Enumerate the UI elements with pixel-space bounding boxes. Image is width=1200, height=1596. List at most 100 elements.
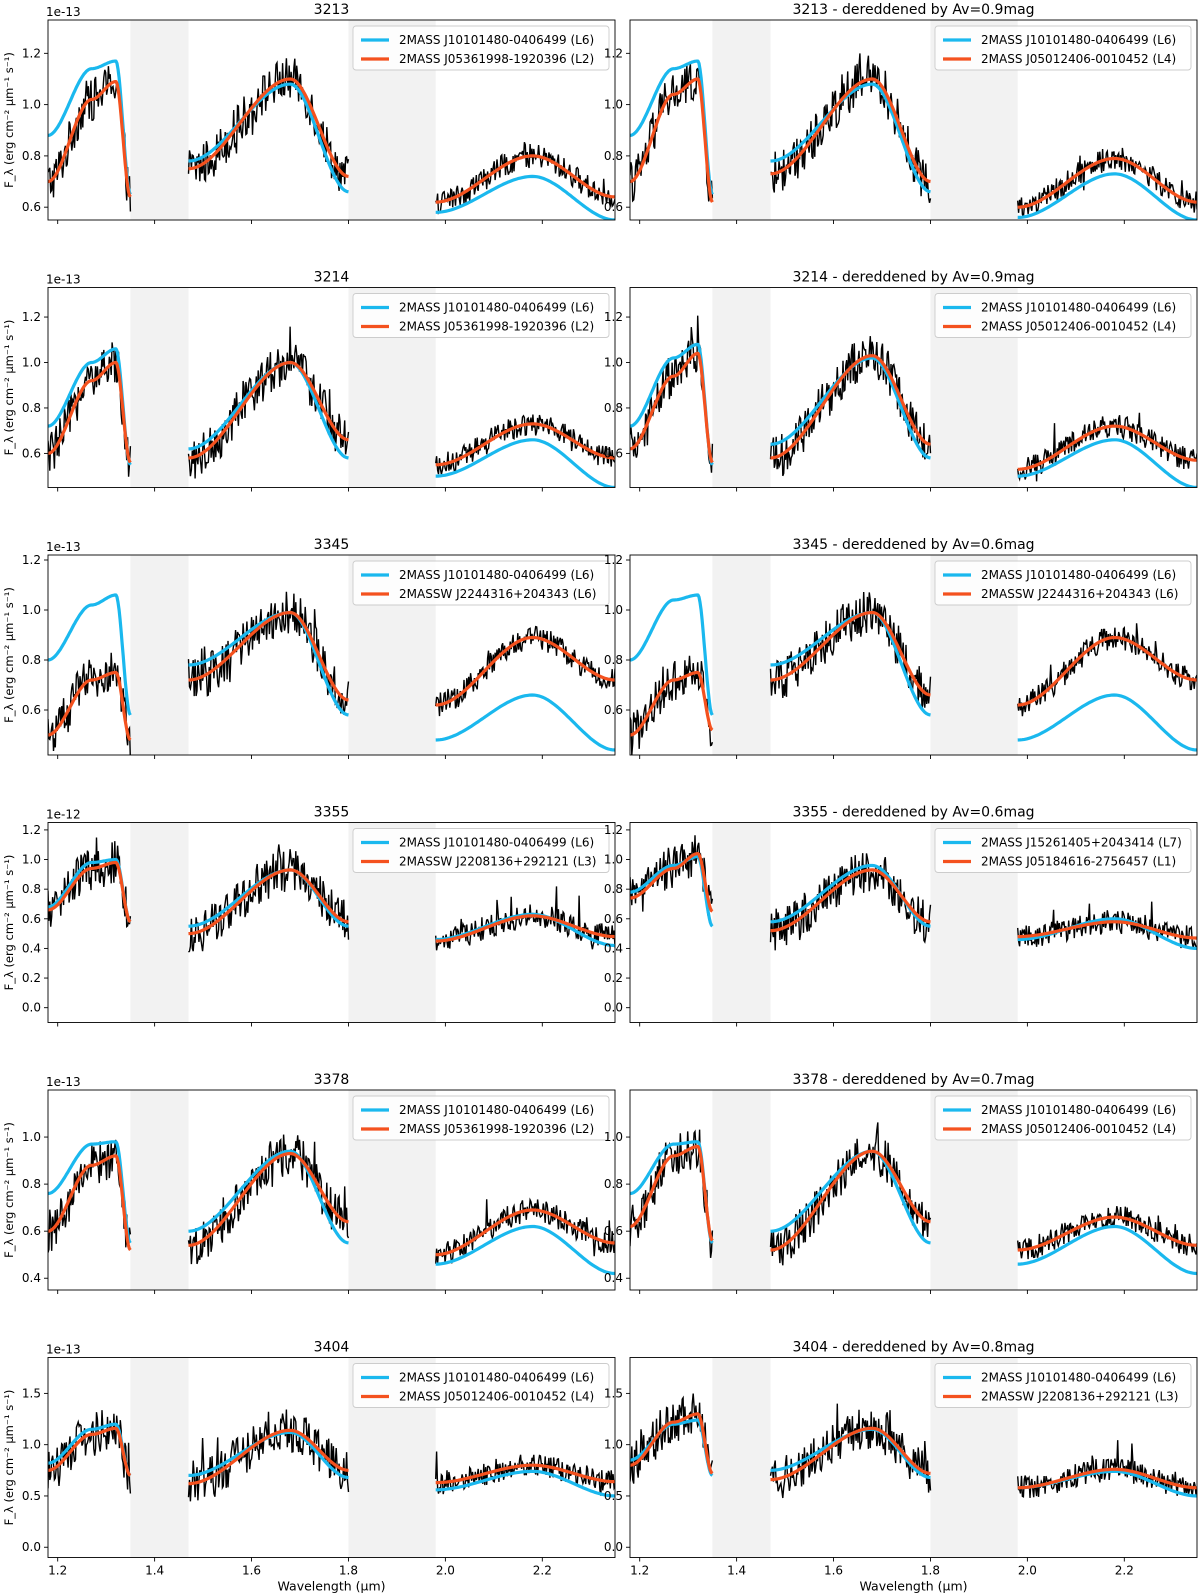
y-tick-label: 0.8 xyxy=(604,149,623,163)
y-tick-label: 0.8 xyxy=(22,149,41,163)
panel-title: 3345 - dereddened by Av=0.6mag xyxy=(792,537,1034,553)
y-tick-label: 1.0 xyxy=(22,603,41,617)
y-tick-label: 1.0 xyxy=(604,853,623,867)
legend-entry: 2MASS J05012406-0010452 (L4) xyxy=(981,320,1176,334)
observed-spectrum xyxy=(630,1129,714,1258)
legend-entry: 2MASSW J2244316+204343 (L6) xyxy=(399,587,596,601)
y-tick-label: 0.4 xyxy=(22,1271,41,1285)
template-line-1 xyxy=(1017,438,1197,488)
template-line-2 xyxy=(770,610,931,697)
template-line-2 xyxy=(48,1426,132,1477)
legend-entry: 2MASS J10101480-0406499 (L6) xyxy=(981,33,1176,47)
observed-spectrum xyxy=(630,655,714,755)
x-tick-label: 1.2 xyxy=(630,1564,649,1578)
panel-title: 3214 - dereddened by Av=0.9mag xyxy=(792,270,1034,286)
offset-text: 1e-13 xyxy=(46,273,81,287)
template-line-1 xyxy=(1017,172,1197,220)
template-line-2 xyxy=(1017,424,1197,471)
y-tick-label: 1.0 xyxy=(22,356,41,370)
y-tick-label: 0.8 xyxy=(22,882,41,896)
template-line-2 xyxy=(1017,1215,1197,1252)
y-tick-label: 0.8 xyxy=(604,653,623,667)
y-tick-label: 0.6 xyxy=(604,1224,623,1238)
y-axis-label: F_λ (erg cm⁻² μm⁻¹ s⁻¹) xyxy=(2,587,16,723)
panel-title: 3355 xyxy=(314,805,350,821)
excluded-band xyxy=(130,1357,189,1558)
offset-text: 1e-13 xyxy=(46,1343,81,1357)
y-tick-label: 0.8 xyxy=(604,882,623,896)
y-tick-label: 1.2 xyxy=(604,553,623,567)
y-tick-label: 0.2 xyxy=(604,971,623,985)
excluded-band xyxy=(712,822,771,1023)
template-line-2 xyxy=(770,77,931,184)
x-tick-label: 2.2 xyxy=(1115,1564,1134,1578)
template-line-2 xyxy=(435,422,615,467)
legend-entry: 2MASSW J2244316+204343 (L6) xyxy=(981,587,1178,601)
y-tick-label: 1.2 xyxy=(22,310,41,324)
legend-entry: 2MASS J10101480-0406499 (L6) xyxy=(981,1371,1176,1385)
observed-spectrum xyxy=(770,53,932,203)
plot-area xyxy=(48,591,615,755)
legend-entry: 2MASS J05361998-1920396 (L2) xyxy=(399,1122,594,1136)
template-line-1 xyxy=(48,593,132,716)
axes-frame xyxy=(629,1357,1198,1558)
legend: 2MASS J10101480-0406499 (L6) 2MASS J05012… xyxy=(934,1095,1192,1141)
legend-box xyxy=(934,560,1192,606)
y-tick-label: 0.6 xyxy=(22,1224,41,1238)
panel-8: 0.0 0.2 0.4 0.6 0.8 1.0 1.2 3355 - dereddened b… xyxy=(604,805,1198,1027)
observed-spectrum xyxy=(1017,412,1197,482)
observed-spectrum xyxy=(630,1393,714,1484)
observed-spectrum xyxy=(1017,147,1197,218)
legend-entry: 2MASS J10101480-0406499 (L6) xyxy=(981,301,1176,315)
legend-entry: 2MASS J05184616-2756457 (L1) xyxy=(981,855,1176,869)
panel-title: 3404 xyxy=(314,1340,350,1356)
y-tick-label: 0.0 xyxy=(604,1540,623,1554)
template-line-1 xyxy=(48,1422,132,1477)
template-line-2 xyxy=(1017,156,1197,209)
legend-entry: 2MASS J10101480-0406499 (L6) xyxy=(399,1103,594,1117)
template-line-2 xyxy=(630,670,714,737)
y-tick-label: 0.4 xyxy=(604,1271,623,1285)
legend: 2MASS J10101480-0406499 (L6) 2MASS J05012… xyxy=(934,293,1192,338)
y-tick-label: 0.6 xyxy=(604,912,623,926)
axes-frame xyxy=(629,287,1198,488)
template-line-1 xyxy=(630,59,714,196)
y-tick-label: 1.2 xyxy=(22,46,41,60)
y-tick-label: 0.2 xyxy=(22,971,41,985)
y-tick-label: 1.0 xyxy=(604,603,623,617)
legend: 2MASS J10101480-0406499 (L6) 2MASSW J2208… xyxy=(352,828,610,873)
y-tick-label: 1.2 xyxy=(604,823,623,837)
y-tick-label: 0.6 xyxy=(604,703,623,717)
legend-entry: 2MASS J10101480-0406499 (L6) xyxy=(981,1103,1176,1117)
y-tick-label: 1.0 xyxy=(604,356,623,370)
legend-entry: 2MASSW J2208136+292121 (L3) xyxy=(399,855,596,869)
observed-spectrum xyxy=(1017,623,1197,717)
template-line-2 xyxy=(630,1144,714,1242)
template-line-2 xyxy=(435,914,615,943)
y-axis-label: F_λ (erg cm⁻² μm⁻¹ s⁻¹) xyxy=(2,320,16,456)
plot-area xyxy=(630,835,1197,951)
legend: 2MASS J10101480-0406499 (L6) 2MASS J05361… xyxy=(352,293,610,338)
y-tick-label: 0.6 xyxy=(22,703,41,717)
template-line-1 xyxy=(630,593,714,716)
y-tick-label: 0.4 xyxy=(22,941,41,955)
template-line-2 xyxy=(188,1151,349,1247)
panel-11: 1.2 1.4 1.6 1.8 2.0 2.20.00.51.01.51e-13 34042… xyxy=(2,1340,616,1594)
y-tick-label: 0.0 xyxy=(22,1540,41,1554)
y-tick-label: 0.6 xyxy=(22,200,41,214)
legend-box xyxy=(934,25,1192,71)
y-tick-label: 0.5 xyxy=(22,1489,41,1503)
template-line-2 xyxy=(435,1463,615,1485)
template-line-1 xyxy=(48,857,132,923)
y-tick-label: 0.8 xyxy=(22,1177,41,1191)
template-line-1 xyxy=(188,1149,349,1245)
x-tick-label: 1.2 xyxy=(48,1564,67,1578)
offset-text: 1e-13 xyxy=(46,540,81,554)
x-tick-label: 2.0 xyxy=(1018,1564,1037,1578)
y-tick-label: 0.0 xyxy=(604,1001,623,1015)
template-line-1 xyxy=(435,693,615,752)
observed-spectrum xyxy=(48,1410,132,1494)
